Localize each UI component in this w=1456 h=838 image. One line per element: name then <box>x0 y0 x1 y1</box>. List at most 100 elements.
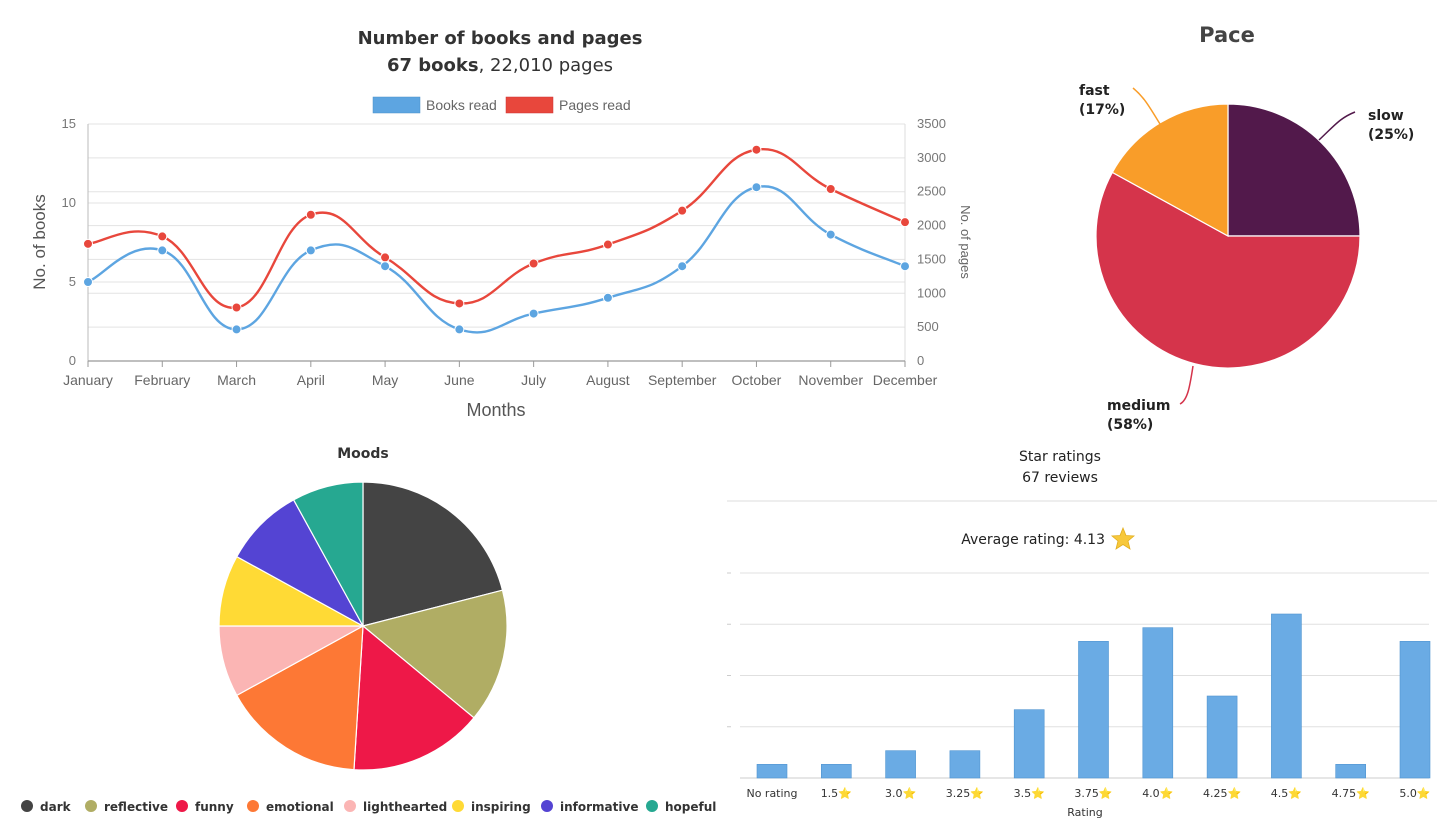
x-tick-label: February <box>134 372 190 388</box>
bar-4-75[interactable] <box>1335 764 1366 779</box>
legend-item-lighthearted[interactable]: lighthearted <box>344 800 447 814</box>
legend-item-emotional[interactable]: emotional <box>247 800 334 814</box>
point-books-february[interactable] <box>157 245 168 256</box>
bar-1-5[interactable] <box>820 764 852 779</box>
pace-slice-fast[interactable] <box>1111 103 1229 238</box>
legend-swatch-reflective[interactable] <box>85 800 97 812</box>
x-tick-label: May <box>372 372 398 388</box>
legend-swatch-pages[interactable] <box>505 96 554 114</box>
legend-label-inspiring[interactable]: inspiring <box>471 800 531 814</box>
point-pages-may[interactable] <box>380 252 391 263</box>
bar-3-25[interactable] <box>949 750 981 779</box>
point-pages-june[interactable] <box>454 298 465 309</box>
point-books-july[interactable] <box>528 308 539 319</box>
legend-label-dark[interactable]: dark <box>40 800 72 814</box>
series-line-books <box>87 185 906 334</box>
moods-slice-reflective[interactable] <box>361 589 508 719</box>
legend-label-informative[interactable]: informative <box>560 800 638 814</box>
pace-label-medium: medium <box>1107 398 1170 414</box>
legend-swatch-hopeful[interactable] <box>646 800 658 812</box>
legend-label-lighthearted[interactable]: lighthearted <box>363 800 447 814</box>
books-pages-legend: Books read Pages read <box>372 96 631 114</box>
books-pages-ylabel: No. of books <box>30 194 49 289</box>
point-pages-september[interactable] <box>677 205 688 216</box>
legend-label-hopeful[interactable]: hopeful <box>665 800 716 814</box>
moods-slice-hopeful[interactable] <box>292 481 364 627</box>
books-pages-lines <box>87 148 906 334</box>
series-line-pages <box>87 148 906 309</box>
x-tick-label: December <box>873 372 938 388</box>
books-pages-gridlines <box>88 123 905 362</box>
point-pages-december[interactable] <box>900 217 910 228</box>
books-pages-subtitle: 67 books, 22,010 pages <box>387 55 613 76</box>
legend-item-funny[interactable]: funny <box>176 800 234 814</box>
point-books-april[interactable] <box>305 245 316 256</box>
books-pages-y2label: No. of pages <box>958 205 973 279</box>
moods-slice-informative[interactable] <box>235 498 365 628</box>
pace-slice-slow[interactable] <box>1227 103 1361 237</box>
y2-tick-label: 2500 <box>917 184 946 199</box>
bar-4-0[interactable] <box>1142 627 1174 779</box>
point-pages-february[interactable] <box>157 231 168 242</box>
point-books-may[interactable] <box>380 261 391 272</box>
bar-no-rating[interactable] <box>756 764 788 779</box>
y2-tick-label: 0 <box>917 353 924 368</box>
bar-tick-label: 5.0⭐ <box>1399 787 1430 800</box>
y-tick-label: 15 <box>62 116 76 131</box>
legend-swatch-lighthearted[interactable] <box>344 800 356 812</box>
legend-swatch-books[interactable] <box>372 96 421 114</box>
bar-3-75[interactable] <box>1078 641 1109 779</box>
star-icon <box>1110 526 1136 550</box>
bar-3-5[interactable] <box>1013 709 1045 779</box>
legend-item-informative[interactable]: informative <box>541 800 638 814</box>
bar-4-5[interactable] <box>1271 613 1302 779</box>
star-ratings-subtitle: 67 reviews <box>1022 470 1098 486</box>
point-books-march[interactable] <box>231 324 242 335</box>
star-ratings-tick-labels: No rating 1.5⭐ 3.0⭐ 3.25⭐ 3.5⭐ 3.75⭐ 4.0⭐ 4.25⭐… <box>746 787 1430 800</box>
point-pages-april[interactable] <box>305 209 316 220</box>
legend-label-funny[interactable]: funny <box>195 800 234 814</box>
point-pages-august[interactable] <box>602 239 613 250</box>
legend-item-inspiring[interactable]: inspiring <box>452 800 531 814</box>
books-pages-points <box>83 144 910 335</box>
bar-3-0[interactable] <box>885 750 916 779</box>
pace-slice-medium[interactable] <box>1095 171 1361 369</box>
star-ratings-xlabel: Rating <box>1067 806 1102 819</box>
books-pages-chart: Number of books and pages 67 books, 22,0… <box>30 28 973 420</box>
legend-item-dark[interactable]: dark <box>21 800 72 814</box>
legend-item-reflective[interactable]: reflective <box>85 800 168 814</box>
moods-slice-funny[interactable] <box>353 624 475 771</box>
point-books-january[interactable] <box>83 277 93 287</box>
bar-tick-label: 4.75⭐ <box>1332 787 1370 800</box>
point-pages-november[interactable] <box>825 184 836 195</box>
bar-5-0[interactable] <box>1399 641 1431 779</box>
legend-swatch-emotional[interactable] <box>247 800 259 812</box>
legend-label-books[interactable]: Books read <box>426 97 497 113</box>
point-pages-july[interactable] <box>528 258 539 269</box>
point-books-december[interactable] <box>900 261 910 272</box>
bar-tick-label: 3.25⭐ <box>946 787 984 800</box>
point-books-august[interactable] <box>602 292 613 303</box>
legend-swatch-funny[interactable] <box>176 800 188 812</box>
point-pages-january[interactable] <box>83 238 93 249</box>
legend-label-emotional[interactable]: emotional <box>266 800 334 814</box>
moods-slice-emotional[interactable] <box>235 624 364 771</box>
point-books-october[interactable] <box>751 182 762 193</box>
point-books-september[interactable] <box>677 261 688 272</box>
point-pages-october[interactable] <box>751 144 762 155</box>
legend-swatch-inspiring[interactable] <box>452 800 464 812</box>
y2-tick-label: 3500 <box>917 116 946 131</box>
x-tick-label: January <box>63 372 113 388</box>
legend-label-pages[interactable]: Pages read <box>559 97 631 113</box>
point-books-june[interactable] <box>454 324 465 335</box>
moods-slice-dark[interactable] <box>362 481 504 627</box>
legend-item-hopeful[interactable]: hopeful <box>646 800 716 814</box>
legend-swatch-informative[interactable] <box>541 800 553 812</box>
bar-4-25[interactable] <box>1206 695 1238 779</box>
moods-slices <box>218 481 508 771</box>
legend-swatch-dark[interactable] <box>21 800 33 812</box>
point-pages-march[interactable] <box>231 302 242 313</box>
legend-label-reflective[interactable]: reflective <box>104 800 168 814</box>
point-books-november[interactable] <box>825 229 836 240</box>
y2-tick-label: 1000 <box>917 285 946 300</box>
